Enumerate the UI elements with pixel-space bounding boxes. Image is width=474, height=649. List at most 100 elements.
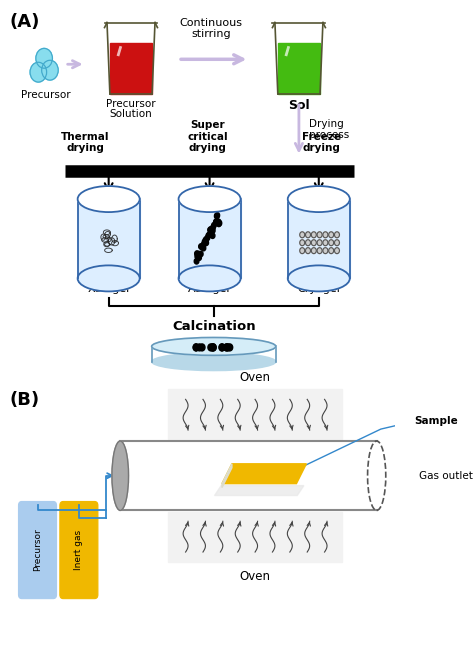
Circle shape <box>317 232 322 238</box>
Circle shape <box>215 213 219 218</box>
FancyBboxPatch shape <box>60 502 98 598</box>
Circle shape <box>196 251 201 257</box>
Text: Continuous
stirring: Continuous stirring <box>180 18 243 39</box>
Circle shape <box>219 344 225 351</box>
Circle shape <box>199 251 203 257</box>
Circle shape <box>210 225 215 230</box>
Circle shape <box>194 258 199 264</box>
Circle shape <box>335 232 339 238</box>
Ellipse shape <box>179 186 241 212</box>
Bar <box>168 389 342 439</box>
Text: Precursor: Precursor <box>21 90 71 100</box>
Text: Thermal
drying: Thermal drying <box>61 132 110 153</box>
Circle shape <box>195 254 200 259</box>
Circle shape <box>199 344 205 351</box>
Circle shape <box>214 214 219 219</box>
Text: (A): (A) <box>9 13 40 31</box>
Circle shape <box>200 244 205 250</box>
Polygon shape <box>215 485 304 496</box>
Circle shape <box>210 233 215 238</box>
Bar <box>78 199 140 278</box>
Circle shape <box>311 239 316 246</box>
Polygon shape <box>278 43 320 94</box>
Circle shape <box>323 248 328 254</box>
Circle shape <box>212 223 216 228</box>
Circle shape <box>193 344 199 351</box>
Ellipse shape <box>152 353 276 371</box>
Circle shape <box>208 344 214 351</box>
Ellipse shape <box>78 265 140 291</box>
Circle shape <box>209 228 213 233</box>
Text: (B): (B) <box>9 391 39 410</box>
Circle shape <box>323 239 328 246</box>
Circle shape <box>197 344 202 351</box>
Circle shape <box>207 232 211 238</box>
Text: Precursor: Precursor <box>33 529 42 571</box>
Text: Drying
process: Drying process <box>309 119 349 140</box>
Circle shape <box>328 248 334 254</box>
Circle shape <box>203 237 208 243</box>
Circle shape <box>219 344 225 351</box>
Circle shape <box>30 62 46 82</box>
Circle shape <box>217 221 221 227</box>
Circle shape <box>306 248 310 254</box>
Circle shape <box>206 233 211 238</box>
Text: Inert gas: Inert gas <box>74 530 83 570</box>
Circle shape <box>300 232 305 238</box>
Circle shape <box>203 239 208 245</box>
Text: Super
critical
drying: Super critical drying <box>188 120 228 153</box>
Circle shape <box>42 60 58 80</box>
Circle shape <box>36 49 53 68</box>
Circle shape <box>306 239 310 246</box>
Ellipse shape <box>288 186 350 212</box>
Circle shape <box>225 344 231 351</box>
Circle shape <box>201 245 206 251</box>
Circle shape <box>208 227 212 233</box>
Circle shape <box>193 344 199 351</box>
Ellipse shape <box>112 441 128 510</box>
Bar <box>288 199 350 278</box>
Circle shape <box>216 219 221 225</box>
Text: Calcination: Calcination <box>172 320 255 333</box>
Text: Oven: Oven <box>239 570 271 583</box>
Text: Cryogel: Cryogel <box>297 284 340 295</box>
Circle shape <box>224 344 229 351</box>
Text: Aerogel: Aerogel <box>188 284 231 295</box>
Circle shape <box>323 232 328 238</box>
Circle shape <box>306 232 310 238</box>
Text: Sample: Sample <box>415 416 458 426</box>
Circle shape <box>201 241 206 247</box>
Circle shape <box>202 239 207 245</box>
Circle shape <box>210 228 215 234</box>
Text: Sol: Sol <box>288 99 310 112</box>
Circle shape <box>210 344 216 351</box>
Circle shape <box>217 220 222 226</box>
Ellipse shape <box>78 186 140 212</box>
Circle shape <box>328 239 334 246</box>
Circle shape <box>195 251 200 256</box>
Circle shape <box>335 248 339 254</box>
Bar <box>168 512 342 562</box>
Text: Precursor: Precursor <box>106 99 156 109</box>
Text: Xerogel: Xerogel <box>88 284 130 295</box>
Circle shape <box>204 240 209 245</box>
Circle shape <box>199 244 203 249</box>
Circle shape <box>311 248 316 254</box>
Circle shape <box>210 344 215 351</box>
Circle shape <box>335 239 339 246</box>
Polygon shape <box>222 464 232 487</box>
Text: Gas outlet: Gas outlet <box>419 471 473 481</box>
FancyBboxPatch shape <box>18 502 56 598</box>
Circle shape <box>210 344 216 351</box>
Text: Solution: Solution <box>109 109 152 119</box>
Circle shape <box>209 227 213 232</box>
Polygon shape <box>110 43 152 94</box>
Ellipse shape <box>179 265 241 291</box>
Circle shape <box>328 232 334 238</box>
Circle shape <box>311 232 316 238</box>
Polygon shape <box>222 464 306 484</box>
Ellipse shape <box>152 337 276 356</box>
Text: Oven: Oven <box>239 371 271 384</box>
Circle shape <box>317 239 322 246</box>
Circle shape <box>300 239 305 246</box>
